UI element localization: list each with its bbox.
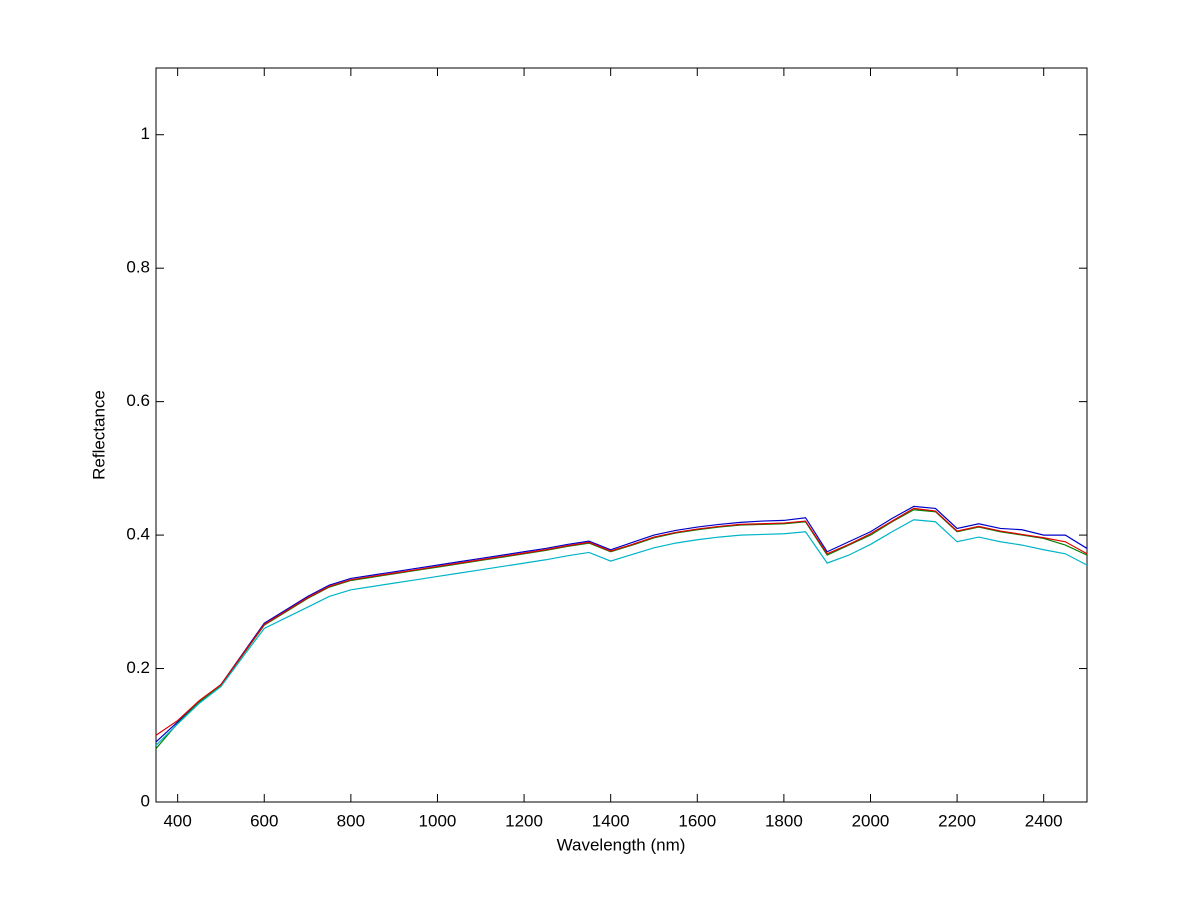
x-tick-label: 2400 — [1025, 811, 1063, 830]
x-tick-label: 1600 — [678, 811, 716, 830]
x-tick-label: 600 — [250, 811, 278, 830]
y-tick-label: 0 — [141, 791, 150, 810]
x-tick-label: 400 — [163, 811, 191, 830]
x-tick-label: 2000 — [852, 811, 890, 830]
y-tick-label: 0.4 — [126, 525, 150, 544]
x-tick-label: 1800 — [765, 811, 803, 830]
x-tick-label: 1000 — [419, 811, 457, 830]
series-line — [155, 505, 1088, 743]
plot-frame — [155, 67, 1088, 803]
x-tick-label: 1200 — [505, 811, 543, 830]
x-tick-label: 2200 — [938, 811, 976, 830]
series-line — [155, 507, 1088, 736]
series-line — [155, 519, 1088, 746]
x-tick-label: 1400 — [592, 811, 630, 830]
x-tick-label: 800 — [337, 811, 365, 830]
y-tick-label: 1 — [141, 124, 150, 143]
x-axis-label: Wavelength (nm) — [557, 835, 686, 854]
y-tick-label: 0.6 — [126, 391, 150, 410]
y-tick-label: 0.8 — [126, 258, 150, 277]
y-tick-label: 0.2 — [126, 658, 150, 677]
y-axis-label: Reflectance — [89, 390, 108, 480]
